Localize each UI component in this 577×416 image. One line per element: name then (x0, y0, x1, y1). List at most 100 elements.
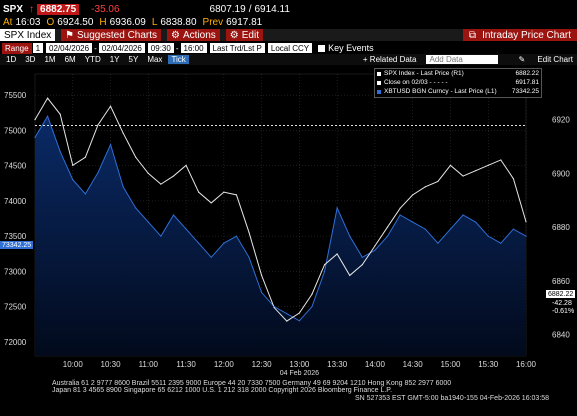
spx-point (248, 231, 250, 234)
spx-point (361, 264, 363, 266)
btc-point (172, 214, 175, 216)
spx-point (34, 119, 36, 121)
btc-point (323, 270, 326, 272)
btc-point (361, 256, 363, 258)
edit-menu[interactable]: ⚙ Edit (225, 29, 263, 41)
range-number[interactable]: 1 (32, 43, 44, 53)
btc-point (311, 306, 313, 308)
chart-edit-icon: ✎ (518, 55, 526, 64)
security-field[interactable]: SPX Index (0, 29, 55, 41)
btc-point (525, 235, 527, 237)
screen-title: Intraday Price Chart (482, 29, 571, 41)
btc-point (273, 306, 275, 308)
period-6m[interactable]: 6M (64, 55, 76, 64)
spx-point (84, 156, 86, 158)
key-events-checkbox[interactable] (318, 44, 326, 52)
btc-point (84, 193, 86, 195)
btc-point (286, 313, 288, 315)
gear-icon: ⚙ (229, 29, 239, 41)
edit-chart-label: Edit Chart (537, 55, 573, 64)
spx-point (424, 186, 426, 188)
function-toolbar: SPX Index ⚑ Suggested Charts ⚙ Actions ⚙… (0, 29, 577, 41)
ticker-symbol[interactable]: SPX (3, 3, 24, 15)
btc-point (210, 256, 212, 258)
spx-point (412, 194, 414, 196)
chart-tools: + Related Data Add Data ✎ Edit Chart (353, 54, 573, 65)
footer-line-2: Japan 81 3 4565 8900 Singapore 65 6212 1… (52, 387, 393, 394)
high-price: 6936.09 (109, 17, 146, 28)
left-tick-label: 73500 (4, 232, 27, 241)
popout-icon[interactable]: ⧉ (468, 29, 477, 41)
legend-swatch-spx (377, 71, 381, 76)
open-label: O (46, 17, 55, 28)
btc-point (298, 320, 300, 322)
legend-item-close[interactable]: Close on 02/03 - - - - - 6917.81 (375, 78, 541, 87)
x-tick-label: 12:00 (214, 360, 235, 369)
footer-line-3: SN 527353 EST GMT-5:00 ba1940-155 04-Feb… (355, 395, 550, 402)
spx-point (336, 253, 338, 255)
period-5y[interactable]: 5Y (128, 55, 139, 64)
add-data-field[interactable]: Add Data (426, 55, 499, 64)
spx-point (109, 105, 112, 107)
low-label: L (151, 17, 158, 28)
spx-pct-tag: -0.61% (552, 307, 575, 315)
actions-menu[interactable]: ⚙ Actions (167, 29, 220, 41)
spx-point (147, 172, 149, 174)
x-tick-label: 12:30 (252, 360, 273, 369)
period-1y[interactable]: 1Y (109, 55, 120, 64)
btc-point (34, 136, 36, 139)
start-time-field[interactable]: 09:30 (147, 43, 174, 53)
period-1d[interactable]: 1D (6, 55, 17, 64)
btc-point (349, 235, 351, 237)
btc-point (122, 186, 124, 188)
actions-label: Actions (183, 29, 216, 41)
period-tick-select[interactable]: Tick (168, 55, 189, 64)
spx-point (46, 97, 49, 99)
legend-swatch-btc (377, 89, 381, 94)
btc-point (185, 228, 187, 230)
spx-point (475, 170, 477, 172)
edit-chart-button[interactable]: ✎ Edit Chart (508, 55, 573, 64)
related-data-button[interactable]: + Related Data (362, 55, 417, 64)
period-ytd[interactable]: YTD (84, 55, 101, 64)
spx-point (273, 307, 275, 309)
bar-type-select[interactable]: Last Trd/Lst P (209, 43, 265, 53)
spx-price-line (34, 97, 527, 322)
btc-point (109, 143, 112, 146)
spx-point (286, 320, 288, 322)
spx-point (437, 180, 439, 183)
chart-legend[interactable]: SPX Index - Last Price (R1) 6882.22 Clos… (374, 68, 542, 98)
spx-point (374, 245, 376, 247)
period-bar: 1D 3D 1M 6M YTD 1Y 5Y Max Tick + Related… (0, 54, 577, 65)
edit-label: Edit (241, 29, 259, 41)
btc-point (135, 207, 137, 209)
end-date-field[interactable]: 02/04/2026 (98, 43, 145, 53)
at-label: At (3, 17, 13, 28)
btc-point (198, 242, 200, 244)
btc-point (487, 235, 489, 237)
up-arrow-icon: ↑ (29, 3, 35, 15)
end-time-field[interactable]: 16:00 (180, 43, 207, 53)
range-bar: Range 1 02/04/2026 - 02/04/2026 09:30 - … (0, 42, 577, 54)
spx-point (386, 226, 389, 228)
spx-point (198, 191, 200, 193)
suggested-charts-label: Suggested Charts (76, 29, 158, 41)
period-max[interactable]: Max (147, 55, 163, 64)
price-separator: / (248, 3, 252, 15)
x-tick-label: 15:30 (478, 360, 499, 369)
x-tick-label: 11:30 (176, 360, 196, 369)
currency-select[interactable]: Local CCY (267, 43, 313, 53)
spx-point (59, 113, 61, 115)
spx-last-tag: 6882.22 (546, 290, 576, 298)
legend-item-spx[interactable]: SPX Index - Last Price (R1) 6882.22 (375, 69, 541, 78)
legend-item-btc[interactable]: XBTUSD BGN Curncy - Last Price (L1) 7334… (375, 87, 541, 96)
period-1m[interactable]: 1M (44, 55, 56, 64)
price-chart[interactable]: 72000 72500 73000 73500 74000 74500 75000 75500… (0, 66, 577, 378)
spx-point (462, 175, 464, 177)
btc-point (437, 242, 439, 244)
suggested-charts-menu[interactable]: ⚑ Suggested Charts (61, 29, 162, 41)
range-label: Range (2, 42, 32, 54)
x-tick-label: 11:00 (139, 360, 159, 369)
period-3d[interactable]: 3D (25, 55, 36, 64)
start-date-field[interactable]: 02/04/2026 (46, 43, 93, 53)
